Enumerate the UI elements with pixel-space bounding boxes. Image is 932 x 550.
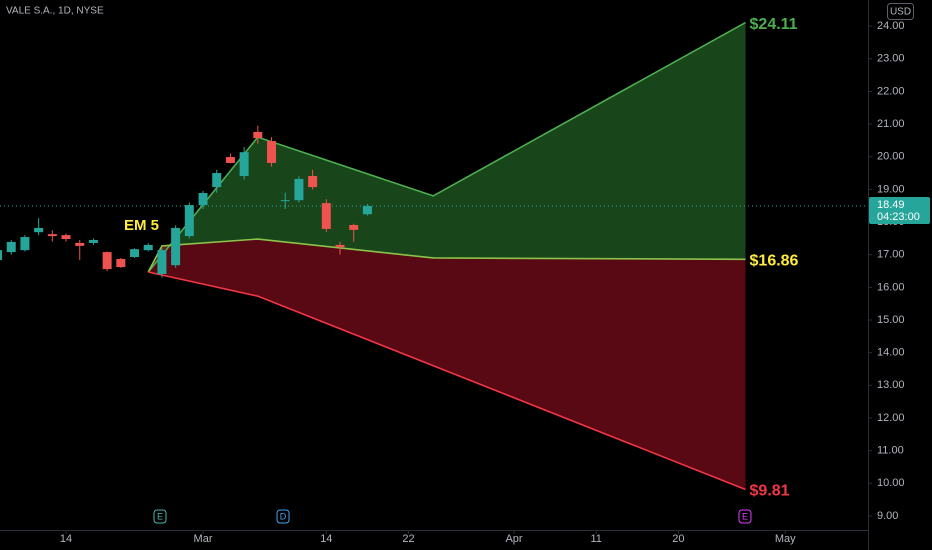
x-tick-label: 14 — [320, 533, 332, 545]
candle-body — [253, 131, 263, 139]
candle-body — [102, 252, 112, 270]
annotation: EM 5 — [124, 217, 159, 234]
x-tick-label: 22 — [402, 533, 414, 545]
candle-body — [280, 200, 290, 202]
x-tick-label: Apr — [505, 533, 522, 545]
chart-title: VALE S.A., 1D, NYSE — [6, 6, 104, 17]
projection-line — [147, 238, 746, 273]
candle-body — [212, 173, 222, 188]
event-marker — [153, 509, 167, 524]
last-price-box — [869, 197, 930, 225]
candle-body — [198, 192, 208, 206]
y-tick-label: 12.00 — [877, 412, 905, 424]
x-tick-label: 14 — [60, 533, 72, 545]
candle-body — [294, 178, 304, 201]
candle-body — [75, 242, 85, 246]
candle-body — [184, 205, 194, 237]
candle-body — [267, 141, 277, 163]
y-tick-label: 17.00 — [877, 249, 905, 261]
candle-body — [143, 244, 153, 251]
candle-body — [239, 152, 249, 177]
projection-line — [148, 271, 746, 491]
candle-body — [6, 241, 16, 253]
candle-body — [362, 206, 372, 215]
y-tick-label: 11.00 — [877, 445, 904, 457]
y-tick-label: 13.00 — [877, 379, 905, 391]
projection-label: $9.81 — [750, 483, 790, 500]
y-tick-label: 24.00 — [877, 20, 905, 32]
x-tick-label: Mar — [194, 533, 213, 545]
candle-body — [308, 176, 318, 188]
y-tick-label: 20.00 — [877, 151, 905, 163]
candle-body — [47, 234, 57, 237]
y-tick-label: 10.00 — [877, 477, 905, 489]
currency-box[interactable] — [887, 3, 914, 20]
event-marker — [738, 509, 752, 524]
currency[interactable]: USD — [890, 7, 911, 18]
countdown: 04:23:00 — [877, 211, 920, 223]
event-marker — [276, 509, 290, 524]
y-tick-label: 16.00 — [877, 281, 905, 293]
x-tick-label: 20 — [672, 533, 684, 545]
y-tick-label: 15.00 — [877, 314, 905, 326]
candle-body — [20, 237, 30, 251]
cone-fill — [148, 239, 746, 490]
candle-body — [349, 224, 359, 230]
candle-body — [0, 250, 3, 260]
candle-body — [321, 203, 331, 229]
candle-body — [225, 157, 235, 163]
candle-body — [335, 244, 345, 248]
y-tick-label: 9.00 — [877, 510, 898, 522]
x-tick-label: 11 — [590, 533, 601, 545]
projection-label: $24.11 — [750, 16, 798, 33]
candle-body — [116, 258, 126, 268]
y-tick-label: 22.00 — [877, 85, 905, 97]
candle-body — [130, 249, 140, 257]
event-label: D — [280, 511, 287, 521]
event-label: E — [742, 511, 748, 521]
candle-body — [88, 240, 98, 243]
candle-body — [171, 227, 181, 266]
candle-body — [157, 250, 167, 274]
last-price-label: 18.49 — [877, 199, 905, 211]
projection-label: $16.86 — [750, 253, 799, 270]
y-tick-label: 19.00 — [877, 183, 905, 195]
y-tick-label: 14.00 — [877, 347, 905, 359]
y-tick-label: 21.00 — [877, 118, 905, 130]
candle-body — [34, 227, 44, 233]
candle-body — [61, 235, 71, 240]
cone-fill — [148, 22, 746, 273]
event-label: E — [157, 511, 163, 521]
x-tick-label: May — [775, 533, 796, 545]
y-tick-label: 23.00 — [877, 53, 905, 65]
